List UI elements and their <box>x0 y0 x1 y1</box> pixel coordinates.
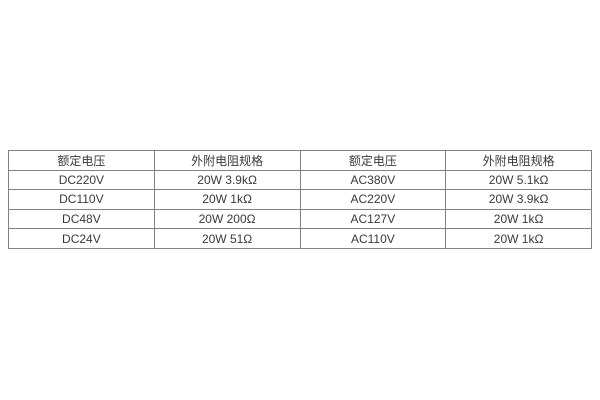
table-row: DC48V 20W 200Ω AC127V 20W 1kΩ <box>8 208 592 230</box>
table-cell-ac-voltage: AC110V <box>299 228 447 249</box>
table-cell-dc-resistor: 20W 3.9kΩ <box>153 169 301 191</box>
column-header-resistor-spec-ac: 外附电阻规格 <box>445 150 592 171</box>
table-cell-ac-voltage: AC380V <box>299 169 447 191</box>
table-cell-ac-resistor: 20W 3.9kΩ <box>445 189 592 210</box>
spec-table: 额定电压 外附电阻规格 额定电压 外附电阻规格 DC220V 20W 3.9kΩ… <box>8 150 592 249</box>
table-cell-ac-resistor: 20W 5.1kΩ <box>445 169 592 191</box>
table-row: DC110V 20W 1kΩ AC220V 20W 3.9kΩ <box>8 189 592 210</box>
table-cell-ac-resistor: 20W 1kΩ <box>445 208 592 230</box>
table-row: DC24V 20W 51Ω AC110V 20W 1kΩ <box>8 228 592 249</box>
table-cell-dc-resistor: 20W 200Ω <box>153 208 301 230</box>
table-row: DC220V 20W 3.9kΩ AC380V 20W 5.1kΩ <box>8 169 592 191</box>
column-header-resistor-spec-dc: 外附电阻规格 <box>153 150 301 171</box>
table-cell-dc-resistor: 20W 51Ω <box>153 228 301 249</box>
table-cell-dc-voltage: DC110V <box>8 189 155 210</box>
column-header-rated-voltage-dc: 额定电压 <box>8 150 155 171</box>
table-cell-ac-resistor: 20W 1kΩ <box>445 228 592 249</box>
table-header-row: 额定电压 外附电阻规格 额定电压 外附电阻规格 <box>8 150 592 171</box>
column-header-rated-voltage-ac: 额定电压 <box>299 150 447 171</box>
table-cell-dc-voltage: DC24V <box>8 228 155 249</box>
table-cell-dc-resistor: 20W 1kΩ <box>153 189 301 210</box>
table-cell-dc-voltage: DC48V <box>8 208 155 230</box>
table-cell-ac-voltage: AC220V <box>299 189 447 210</box>
table-cell-dc-voltage: DC220V <box>8 169 155 191</box>
resistor-spec-table: 额定电压 外附电阻规格 额定电压 外附电阻规格 DC220V 20W 3.9kΩ… <box>8 150 592 249</box>
table-cell-ac-voltage: AC127V <box>299 208 447 230</box>
